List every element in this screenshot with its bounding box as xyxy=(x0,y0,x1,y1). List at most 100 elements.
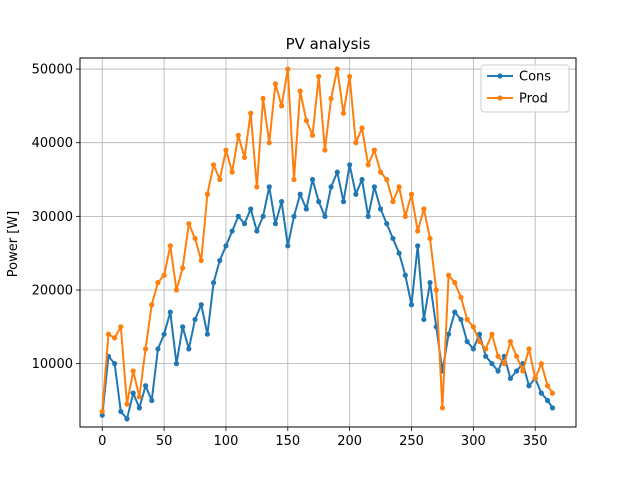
data-point xyxy=(291,213,297,219)
data-point xyxy=(353,140,359,146)
data-point xyxy=(99,412,105,418)
data-point xyxy=(390,235,396,242)
data-point xyxy=(353,191,359,197)
data-point xyxy=(328,95,334,102)
data-point xyxy=(192,235,198,242)
data-point xyxy=(198,302,204,308)
data-point xyxy=(549,390,556,396)
y-tick-label: 10000 xyxy=(32,357,73,372)
data-point xyxy=(303,206,309,212)
data-point xyxy=(365,162,371,168)
data-point xyxy=(285,243,291,249)
data-point xyxy=(309,132,316,138)
x-tick-label: 300 xyxy=(461,434,486,449)
data-point xyxy=(248,110,254,116)
y-axis: 10000 20000 30000 40000 50000 xyxy=(32,63,80,372)
data-point xyxy=(390,199,396,205)
data-point xyxy=(186,221,192,227)
data-point xyxy=(167,243,173,249)
data-point xyxy=(161,331,167,337)
data-point xyxy=(303,118,309,124)
x-axis: 0 50 100 150 200 250 300 350 xyxy=(98,427,548,449)
data-point xyxy=(427,280,433,286)
data-point xyxy=(520,368,526,374)
data-point xyxy=(384,176,390,183)
series-line xyxy=(101,163,554,420)
data-point xyxy=(118,408,124,415)
data-point xyxy=(489,331,495,337)
data-point xyxy=(483,346,489,352)
data-point xyxy=(266,140,272,146)
data-point xyxy=(161,272,167,278)
x-tick-label: 350 xyxy=(523,434,548,449)
data-point xyxy=(229,169,235,175)
legend-label: Cons xyxy=(519,70,551,85)
data-point xyxy=(538,361,544,367)
data-point xyxy=(316,73,322,80)
data-point xyxy=(359,176,365,183)
data-point xyxy=(118,324,124,330)
data-point xyxy=(105,331,112,337)
x-tick-label: 250 xyxy=(399,434,424,449)
data-point xyxy=(514,353,520,359)
data-point xyxy=(433,287,439,293)
series-cons xyxy=(99,162,556,422)
data-point xyxy=(377,206,384,212)
data-point xyxy=(427,235,433,242)
data-point xyxy=(142,346,149,352)
data-point xyxy=(186,346,192,352)
y-tick-label: 20000 xyxy=(32,284,73,299)
data-point xyxy=(149,302,155,308)
data-point xyxy=(142,383,149,389)
data-point xyxy=(365,213,371,219)
data-point xyxy=(192,316,198,323)
data-point xyxy=(309,176,316,183)
data-point xyxy=(495,353,501,359)
data-point xyxy=(470,324,476,330)
data-point xyxy=(514,368,520,374)
data-point xyxy=(180,265,186,271)
data-point xyxy=(279,199,285,205)
series-prod xyxy=(99,66,556,415)
data-point xyxy=(507,375,514,381)
data-point xyxy=(544,383,551,389)
data-point xyxy=(124,401,130,407)
data-point xyxy=(501,361,507,367)
data-point xyxy=(130,390,136,396)
data-point xyxy=(136,394,142,400)
data-point xyxy=(210,162,217,168)
data-point xyxy=(464,338,470,345)
data-point xyxy=(489,361,495,367)
data-point xyxy=(377,169,384,175)
data-point xyxy=(155,280,161,286)
data-point xyxy=(254,228,260,234)
chart-title: PV analysis xyxy=(286,35,371,53)
data-point xyxy=(340,110,347,116)
data-point xyxy=(445,331,452,337)
data-point xyxy=(544,397,551,404)
data-point xyxy=(532,375,538,381)
data-point xyxy=(260,95,266,102)
data-point xyxy=(549,405,556,411)
data-point xyxy=(334,66,340,72)
data-point xyxy=(112,335,118,341)
data-point xyxy=(402,213,408,219)
data-point xyxy=(210,280,217,286)
x-tick-label: 0 xyxy=(98,434,106,449)
data-point xyxy=(291,176,297,183)
data-point xyxy=(507,338,514,345)
data-point xyxy=(149,397,155,404)
data-point xyxy=(526,346,532,352)
data-point xyxy=(328,184,334,190)
x-tick-label: 150 xyxy=(275,434,300,449)
data-point xyxy=(279,103,285,109)
x-tick-label: 50 xyxy=(156,434,173,449)
plot-frame xyxy=(79,57,577,428)
data-point xyxy=(204,191,211,197)
series-line xyxy=(101,68,554,412)
data-point xyxy=(136,405,142,411)
data-point xyxy=(384,221,390,227)
data-point xyxy=(371,184,377,190)
data-point xyxy=(297,191,303,197)
